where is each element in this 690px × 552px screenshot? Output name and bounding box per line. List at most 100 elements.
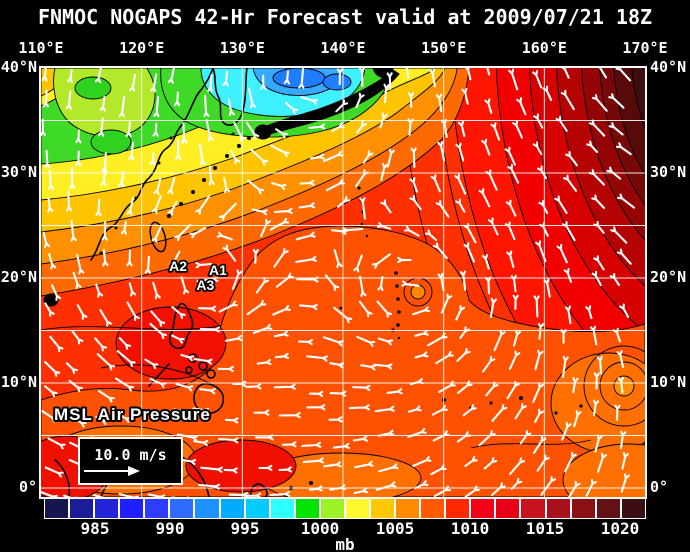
wind-vector-icon: [251, 208, 268, 216]
wind-vector-icon: [308, 123, 326, 130]
wind-vector-icon: [414, 351, 429, 359]
wind-vector-icon: [380, 199, 392, 214]
wind-vector-icon: [560, 89, 575, 111]
wind-vector-icon: [252, 248, 259, 264]
wind-vector-icon: [484, 98, 493, 114]
wind-vector-icon: [616, 193, 635, 209]
wind-vector-icon: [386, 148, 395, 168]
wind-vector-icon: [483, 457, 498, 470]
wind-vector-icon: [50, 284, 62, 301]
pressure-field-canvas: A1 A2 A3 MSL Air Pressure: [41, 68, 645, 497]
wind-vector-icon: [510, 477, 523, 490]
wind-vector-icon: [532, 382, 544, 403]
latitude-label-right: 30°N: [650, 163, 687, 181]
colorbar-cell: [545, 498, 571, 519]
wind-vector-icon: [440, 118, 448, 139]
wind-vector-icon: [594, 434, 603, 453]
wind-vector-icon: [424, 229, 438, 242]
wind-vector-icon: [144, 255, 151, 274]
wind-vector-icon: [299, 303, 318, 311]
wind-vector-icon: [608, 122, 624, 136]
wind-vector-icon: [615, 68, 632, 82]
wind-vector-icon: [44, 302, 55, 317]
wind-vector-icon: [383, 83, 390, 104]
wind-vector-icon: [490, 122, 501, 141]
wind-vector-icon: [252, 323, 273, 335]
wind-vector-icon: [509, 457, 526, 475]
wind-vector-icon: [427, 332, 448, 347]
wind-vector-icon: [567, 480, 581, 497]
wind-vector-icon: [275, 128, 288, 139]
wind-vector-icon: [49, 335, 64, 353]
wind-vector-icon: [591, 94, 608, 112]
wind-vector-icon: [512, 294, 519, 310]
page-title: FNMOC NOGAPS 42-Hr Forecast valid at 200…: [37, 5, 653, 29]
wind-vector-icon: [47, 437, 66, 450]
wind-vector-icon: [504, 221, 516, 241]
wind-vector-icon: [256, 358, 272, 366]
wind-vector-icon: [380, 162, 389, 182]
wind-vector-icon: [41, 410, 58, 423]
wind-vector-icon: [485, 381, 499, 397]
wind-vector-icon: [206, 73, 214, 93]
wind-vector-icon: [227, 98, 235, 117]
wind-vector-icon: [493, 329, 506, 352]
wind-vector-icon: [297, 338, 313, 346]
wind-vector-icon: [512, 329, 522, 347]
wind-vector-icon: [485, 276, 492, 295]
wind-vector-icon: [486, 68, 491, 76]
wind-vector-icon: [43, 385, 58, 398]
wind-vector-icon: [298, 202, 316, 209]
longitude-label: 170°E: [622, 39, 668, 57]
wind-vector-icon: [199, 388, 216, 395]
wind-vector-icon: [66, 191, 73, 212]
wind-vector-icon: [538, 199, 549, 214]
wind-vector-icon: [352, 435, 368, 442]
longitude-label: 140°E: [320, 39, 366, 57]
wind-vector-icon: [457, 120, 466, 137]
wind-vector-icon: [196, 275, 219, 283]
wind-vector-icon: [359, 197, 366, 220]
wind-vector-icon: [120, 220, 128, 235]
wind-vector-icon: [362, 150, 374, 164]
wind-vector-icon: [308, 485, 323, 492]
wind-vector-icon: [195, 194, 211, 215]
wind-vector-icon: [99, 95, 106, 112]
colorbar-cell: [94, 498, 120, 519]
wind-vector-icon: [298, 68, 305, 89]
wind-vector-icon: [94, 68, 102, 84]
wind-vector-icon: [556, 243, 568, 264]
wind-vector-icon: [273, 207, 293, 214]
wind-vector-icon: [374, 405, 395, 413]
latitude-label-left: 0°: [18, 478, 37, 496]
wind-vector-icon: [152, 281, 161, 300]
wind-vector-icon: [99, 309, 112, 327]
wind-vector-icon: [585, 305, 593, 320]
wind-vector-icon: [116, 413, 132, 423]
wind-vector-icon: [405, 68, 410, 79]
pressure-map: A1 A2 A3 MSL Air Pressure 10.0 m/s: [39, 66, 647, 499]
wind-vector-icon: [619, 430, 627, 450]
wind-vector-icon: [352, 384, 371, 391]
wind-vector-icon: [414, 329, 429, 337]
wind-vector-icon: [409, 378, 424, 386]
wind-vector-icon: [561, 355, 569, 378]
wind-vector-icon: [198, 143, 207, 166]
wind-vector-icon: [333, 249, 343, 269]
latitude-label-left: 30°N: [0, 163, 37, 181]
wind-vector-icon: [192, 407, 209, 414]
wind-vector-icon: [92, 494, 105, 497]
wind-vector-icon: [208, 165, 215, 186]
wind-vector-icon: [281, 441, 297, 448]
wind-vector-icon: [76, 304, 88, 320]
wind-vector-icon: [63, 494, 78, 497]
wind-vector-icon: [542, 85, 553, 102]
wind-vector-icon: [591, 194, 605, 209]
wind-vector-icon: [153, 95, 160, 118]
wind-vector-icon: [612, 327, 622, 343]
wind-vector-icon: [336, 68, 344, 86]
wind-vector-icon: [616, 350, 625, 369]
wind-vector-icon: [175, 138, 182, 160]
wind-vector-icon: [180, 353, 195, 362]
wind-vector-icon: [331, 122, 345, 133]
